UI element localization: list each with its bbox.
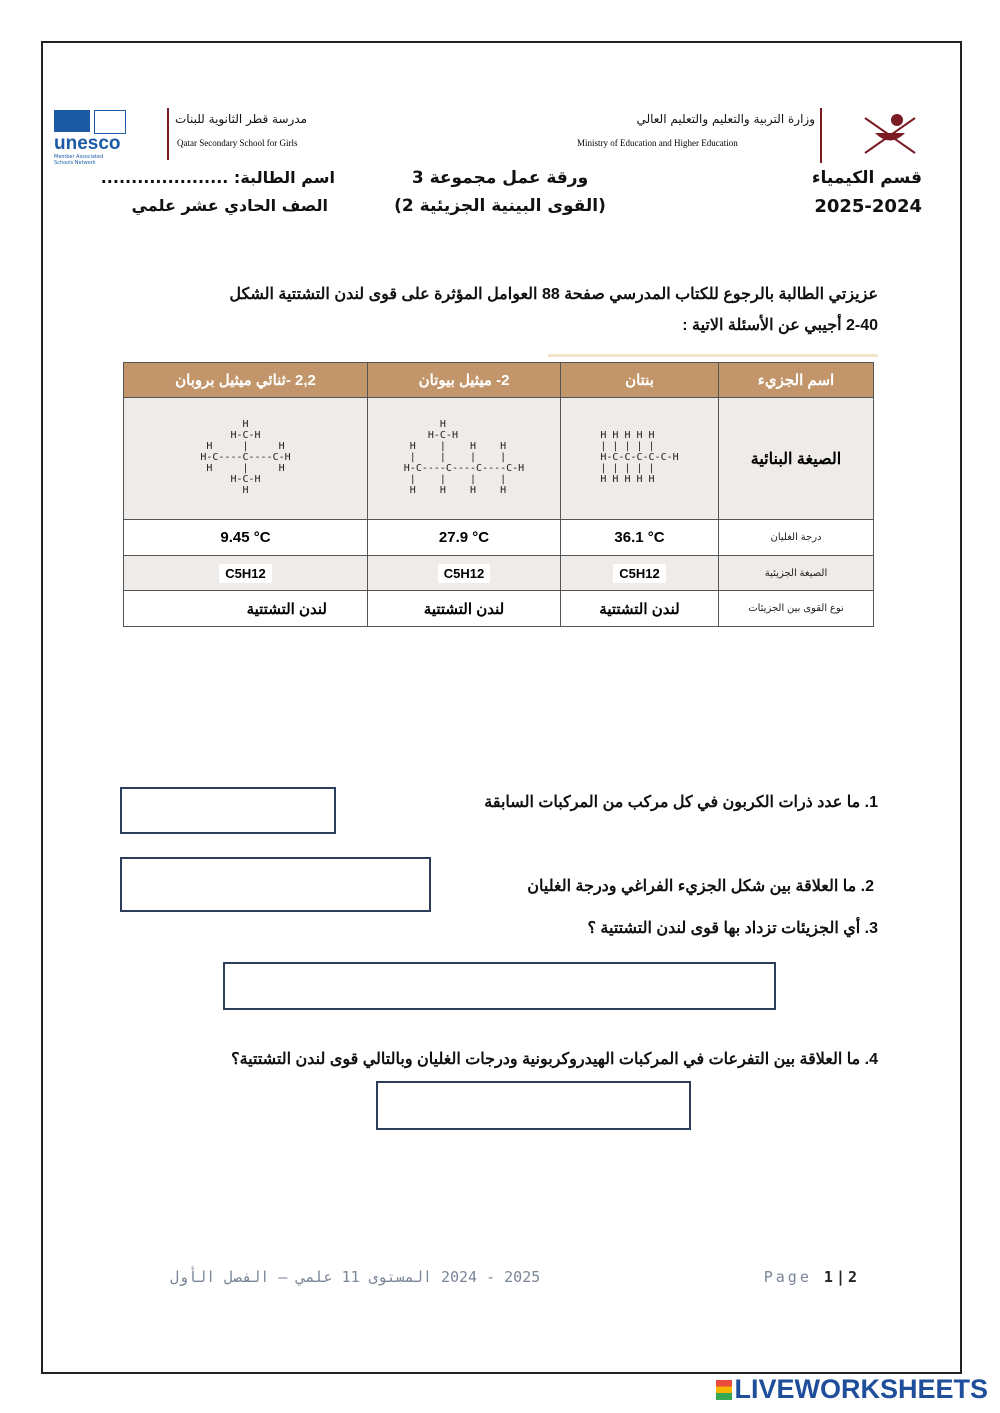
- question-2: 2. ما العلاقة بين شكل الجزيء الفراغي ودر…: [527, 878, 874, 895]
- boiling-point: 27.9 °C: [367, 519, 561, 556]
- molecular-formula: C5H12: [613, 563, 666, 583]
- answer-box-1[interactable]: [120, 787, 336, 834]
- school-name-ar: مدرسة قطر الثانوية للبنات: [175, 112, 308, 126]
- brand-text: LIVEWORKSHEETS: [734, 1374, 988, 1404]
- molecular-formula: C5H12: [437, 563, 491, 583]
- answer-box-2[interactable]: [120, 857, 431, 912]
- row-label: الصيغة الجزيئية: [718, 555, 874, 591]
- boiling-point: 9.45 °C: [123, 519, 368, 556]
- molecular-formula: C5H12: [219, 563, 272, 583]
- divider: [820, 108, 822, 163]
- table-row: درجة الغليان 36.1 °C 27.9 °C 9.45 °C: [123, 519, 874, 556]
- footer-text: 2025 - 2024 المستوى 11 علمي – الفصل الأو…: [170, 1268, 541, 1286]
- liveworksheets-logo: LIVEWORKSHEETS: [716, 1374, 988, 1405]
- ministry-name-ar: وزارة التربية والتعليم والتعليم العالي: [636, 112, 815, 126]
- page-total: 2: [847, 1268, 860, 1286]
- question-4: 4. ما العلاقة بين التفرعات في المركبات ا…: [231, 1051, 878, 1068]
- divider: [167, 108, 169, 160]
- molecule-name: بنتان: [560, 362, 719, 398]
- page-frame: [41, 41, 962, 1374]
- row-label: الصيغة البنائية: [718, 397, 874, 520]
- school-year: 2025-2024: [814, 196, 922, 217]
- unesco-logo: unesco Member Associated Schools Network: [54, 110, 142, 166]
- intro-line-2: 2-40 أجيبي عن الأسئلة الاتية :: [682, 317, 878, 334]
- structural-formula: H H-C-H H | H H-C----C----C-H H | H H-C-…: [200, 419, 291, 496]
- intro-line-1: عزيزتي الطالبة بالرجوع للكتاب المدرسي صف…: [229, 286, 878, 303]
- highlight-bar: [548, 354, 878, 357]
- structural-formula: H H-C-H H | H H | | | | H-C----C----C---…: [403, 419, 525, 496]
- molecule-name: 2- ميثيل بيوتان: [367, 362, 561, 398]
- question-1: 1. ما عدد ذرات الكربون في كل مركب من الم…: [484, 794, 878, 811]
- student-name-field[interactable]: اسم الطالبة: .....................: [100, 168, 335, 187]
- molecule-name: 2,2 -ثنائي ميثيل بروبان: [123, 362, 368, 398]
- table-row: اسم الجزيء بنتان 2- ميثيل بيوتان 2,2 -ثن…: [123, 362, 874, 398]
- force-type: لندن التشتتية: [560, 590, 719, 627]
- force-type: لندن التشتتية: [123, 590, 368, 627]
- table-row: الصيغة البنائية H H H H H | | | | | H-C-…: [123, 397, 874, 520]
- liveworksheets-icon: [716, 1379, 733, 1400]
- row-label: اسم الجزيء: [718, 362, 874, 398]
- boiling-point: 36.1 °C: [560, 519, 719, 556]
- page-number: Page 1|2: [763, 1268, 860, 1286]
- qatar-emblem-icon: [864, 114, 916, 154]
- worksheet-subtitle: (القوى البينية الجزيئية 2): [394, 196, 606, 216]
- table-row: الصيغة الجزيئية C5H12 C5H12 C5H12: [123, 555, 874, 591]
- department: قسم الكيمياء: [811, 168, 922, 188]
- table-row: نوع القوى بين الجزيئات لندن التشتتية لند…: [123, 590, 874, 627]
- worksheet-title: ورقة عمل مجموعة 3: [411, 168, 589, 188]
- question-3: 3. أي الجزيئات تزداد بها قوى لندن التشتت…: [587, 920, 878, 937]
- structural-formula: H H H H H | | | | | H-C-C-C-C-C-H | | | …: [600, 430, 679, 485]
- molecules-table: اسم الجزيء بنتان 2- ميثيل بيوتان 2,2 -ثن…: [123, 362, 874, 627]
- row-label: درجة الغليان: [718, 519, 874, 556]
- grade: الصف الحادي عشر علمي: [131, 196, 328, 215]
- force-type: لندن التشتتية: [367, 590, 561, 627]
- page-current: 1: [823, 1268, 836, 1286]
- footer: 2025 - 2024 المستوى 11 علمي – الفصل الأو…: [170, 1268, 860, 1286]
- row-label: نوع القوى بين الجزيئات: [718, 590, 874, 627]
- answer-box-3[interactable]: [223, 962, 776, 1010]
- page-label: Page: [763, 1268, 812, 1286]
- ministry-name-en: Ministry of Education and Higher Educati…: [577, 138, 738, 148]
- school-name-en: Qatar Secondary School for Girls: [177, 138, 298, 148]
- answer-box-4[interactable]: [376, 1081, 691, 1130]
